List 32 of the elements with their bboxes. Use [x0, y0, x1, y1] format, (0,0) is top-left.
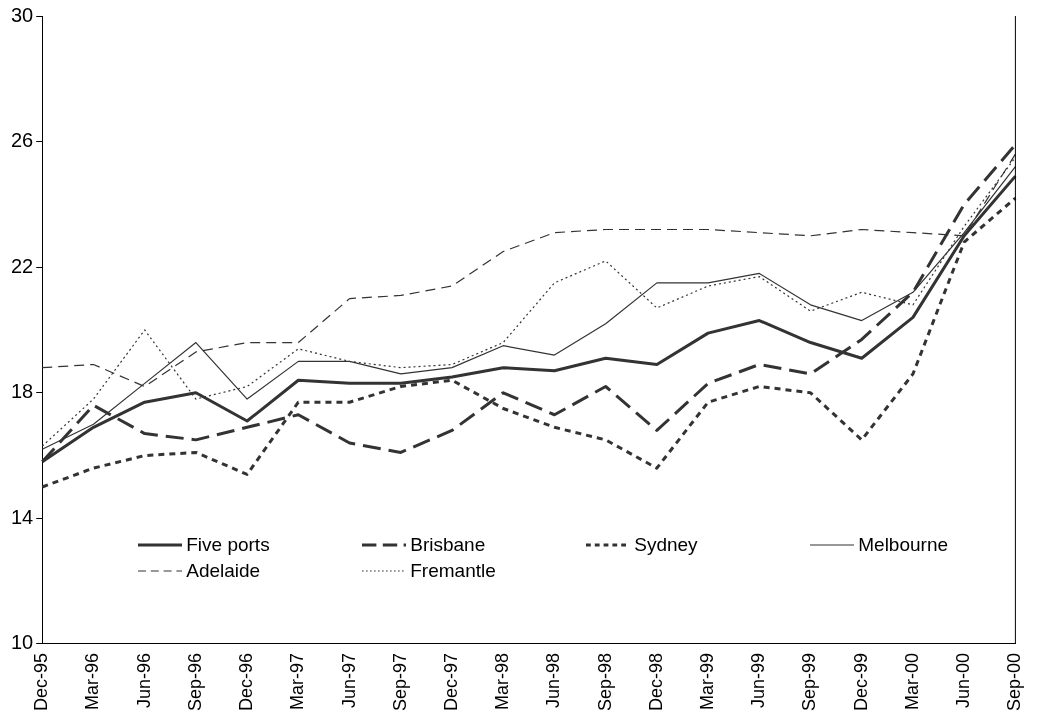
x-tick-label: Mar-97 [287, 652, 308, 710]
legend-label: Melbourne [858, 533, 949, 556]
x-tick-label: Jun-99 [748, 652, 769, 708]
legend-label: Sydney [634, 533, 698, 556]
x-tick-label: Dec-97 [440, 652, 461, 711]
x-tick-label: Dec-96 [236, 652, 257, 711]
x-tick-label: Sep-97 [389, 652, 410, 711]
x-tick-label: Dec-99 [850, 652, 871, 711]
y-tick-label: 30 [11, 3, 34, 26]
x-tick-label: Jun-98 [543, 652, 564, 708]
x-tick-label: Sep-96 [184, 652, 205, 711]
legend-label: Brisbane [410, 533, 486, 556]
y-tick-label: 18 [11, 380, 34, 403]
legend-label: Adelaide [186, 559, 261, 582]
x-tick-label: Dec-98 [645, 652, 666, 711]
x-tick-label: Sep-99 [799, 652, 820, 711]
x-tick-label: Jun-00 [953, 652, 974, 708]
x-tick-label: Dec-95 [31, 652, 52, 711]
x-tick-label: Sep-98 [594, 652, 615, 711]
y-tick-label: 10 [11, 631, 34, 654]
x-tick-label: Mar-98 [492, 652, 513, 710]
x-tick-label: Jun-97 [338, 652, 359, 708]
x-tick-label: Mar-99 [697, 652, 718, 710]
legend-label: Five ports [186, 533, 270, 556]
y-tick-label: 26 [11, 129, 34, 152]
x-tick-label: Mar-96 [82, 652, 103, 710]
legend-label: Fremantle [410, 559, 496, 582]
y-tick-label: 22 [11, 254, 34, 277]
x-tick-label: Mar-00 [901, 652, 922, 710]
x-tick-label: Jun-96 [133, 652, 154, 708]
x-tick-label: Sep-00 [1004, 652, 1025, 711]
y-tick-label: 14 [11, 505, 34, 528]
